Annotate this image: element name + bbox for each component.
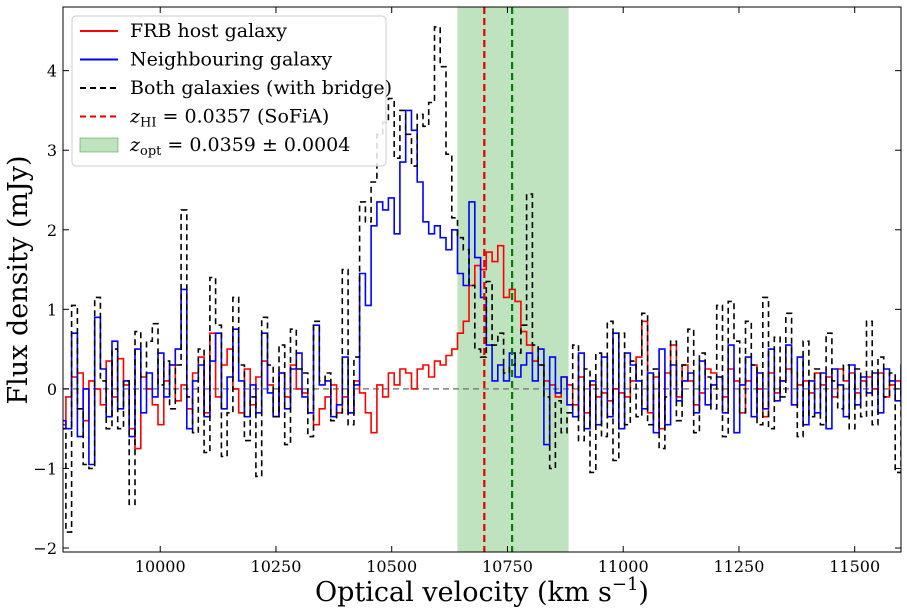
legend-label-2: Neighbouring galaxy [130,49,332,71]
legend-label-5: zopt = 0.0359 ± 0.0004 [129,134,350,159]
legend-swatch-5 [79,137,119,153]
x-tick-label: 10250 [251,557,302,576]
x-axis-title: Optical velocity (km s−1) [315,574,649,608]
plot-frame [62,6,902,553]
x-tick-label: 11250 [714,557,765,576]
legend-label-1: FRB host galaxy [130,20,287,42]
y-tick-label: 1 [47,300,57,319]
x-tick-label: 10000 [135,557,186,576]
y-tick-label: −2 [33,539,57,558]
x-axis-title-sup: −1 [612,574,639,595]
y-tick-label: 3 [47,141,57,160]
y-tick-label: 2 [47,221,57,240]
y-tick-label: −1 [33,459,57,478]
x-axis-title-close: ) [638,577,649,608]
series-line-3 [63,26,901,533]
legend-box [71,15,387,167]
x-tick-label: 11500 [829,557,880,576]
x-tick-label: 10750 [482,557,533,576]
y-tick-label: 4 [47,62,57,81]
legend-label-4: zHI = 0.0357 (SoFiA) [129,106,329,131]
legend-label-3: Both galaxies (with bridge) [130,77,392,99]
x-tick-label: 10500 [366,557,417,576]
y-axis-title: Flux density (mJy) [3,155,34,404]
x-axis-title-main: Optical velocity (km s [315,577,612,608]
x-tick-label: 11000 [598,557,649,576]
y-tick-label: 0 [47,380,57,399]
legend: FRB host galaxy Neighbouring galaxy Both g… [71,15,392,167]
